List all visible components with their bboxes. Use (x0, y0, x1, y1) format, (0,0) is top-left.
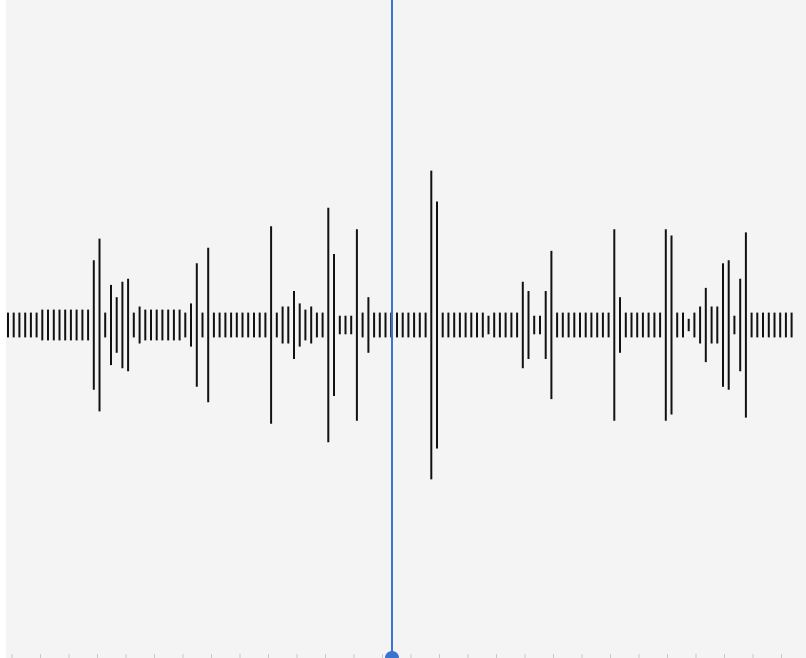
timeline-ruler[interactable] (6, 652, 806, 658)
playhead-line[interactable] (390, 0, 393, 654)
playhead-handle[interactable] (384, 651, 399, 658)
waveform[interactable] (6, 0, 806, 652)
waveform-panel[interactable] (6, 0, 806, 658)
